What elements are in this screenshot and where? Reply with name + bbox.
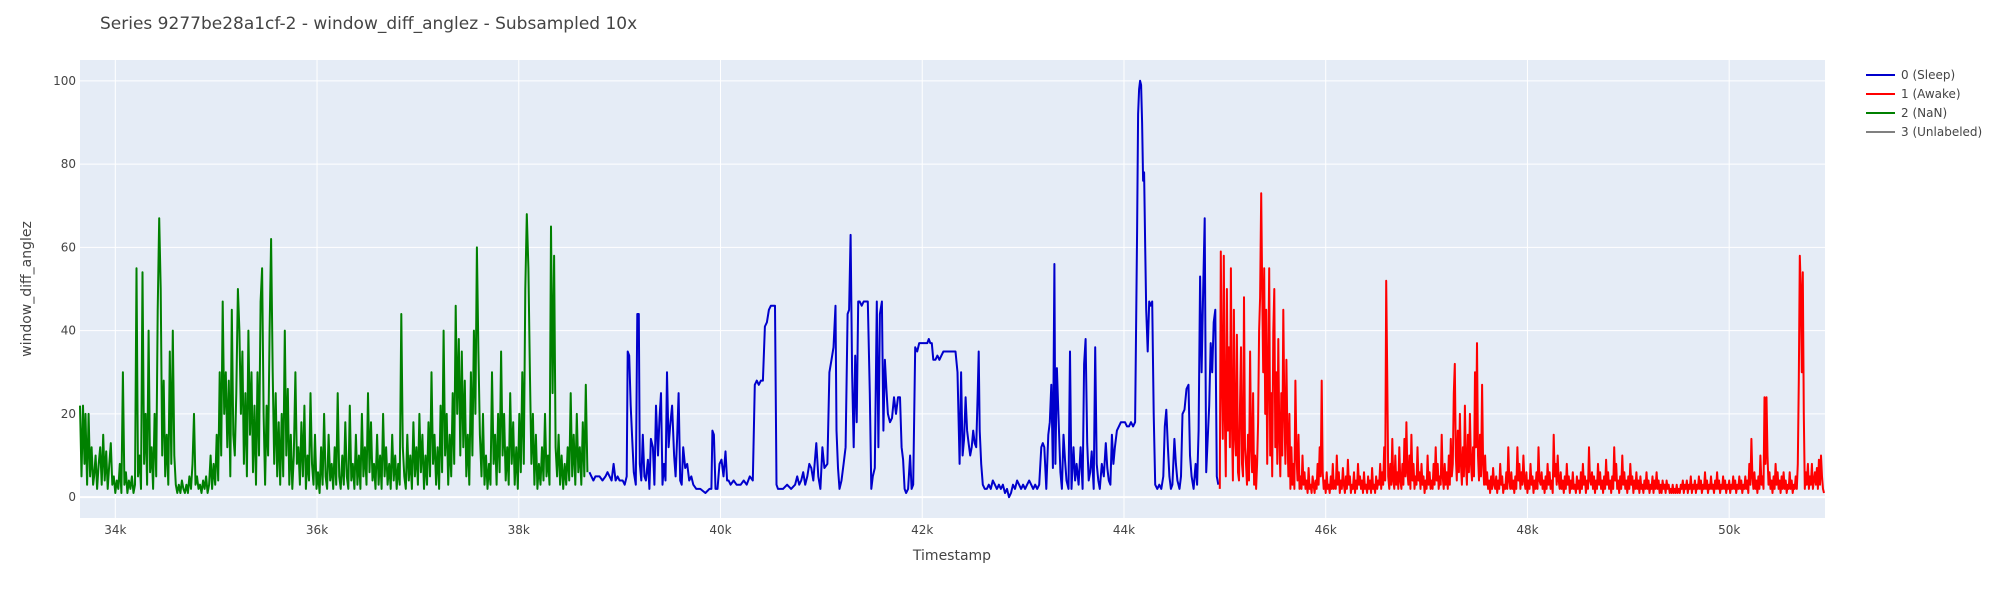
legend-item[interactable]: 2 (NaN) [1866, 106, 1947, 120]
axis-ticks: 34k 36k 38k 40k 42k 44k 46k 48k 50k 0 20 40 60 80 100 [53, 74, 1740, 537]
x-tick-label: 36k [306, 523, 328, 537]
legend-item[interactable]: 0 (Sleep) [1866, 68, 1955, 82]
x-tick-label: 46k [1315, 523, 1337, 537]
series-line-2-nan[interactable] [79, 213, 589, 494]
x-tick-label: 48k [1516, 523, 1538, 537]
x-tick-label: 38k [508, 523, 530, 537]
legend[interactable]: 0 (Sleep) 1 (Awake) 2 (NaN) 3 (Unlabeled) [1866, 68, 1982, 139]
series-lines [79, 79, 1825, 499]
chart-title: Series 9277be28a1cf-2 - window_diff_angl… [100, 14, 637, 34]
legend-item[interactable]: 3 (Unlabeled) [1866, 125, 1982, 139]
plot-area[interactable] [80, 60, 1825, 518]
y-tick-label: 0 [68, 490, 76, 504]
y-tick-label: 100 [53, 74, 76, 88]
legend-label: 0 (Sleep) [1901, 68, 1955, 82]
legend-label: 1 (Awake) [1901, 87, 1961, 101]
x-tick-label: 40k [709, 523, 731, 537]
y-tick-label: 80 [61, 157, 76, 171]
legend-label: 3 (Unlabeled) [1901, 125, 1982, 139]
y-axis-title: window_diff_anglez [19, 221, 35, 357]
legend-item[interactable]: 1 (Awake) [1866, 87, 1961, 101]
y-tick-label: 20 [61, 407, 76, 421]
legend-label: 2 (NaN) [1901, 106, 1947, 120]
x-tick-label: 44k [1113, 523, 1135, 537]
x-axis-title: Timestamp [912, 548, 991, 564]
x-tick-label: 50k [1718, 523, 1740, 537]
y-tick-label: 40 [61, 324, 76, 338]
series-line-1-awake[interactable] [1218, 192, 1825, 494]
y-tick-label: 60 [61, 240, 76, 254]
grid [80, 60, 1825, 518]
x-tick-label: 42k [911, 523, 933, 537]
x-tick-label: 34k [104, 523, 126, 537]
series-line-0-sleep[interactable] [588, 79, 1220, 499]
